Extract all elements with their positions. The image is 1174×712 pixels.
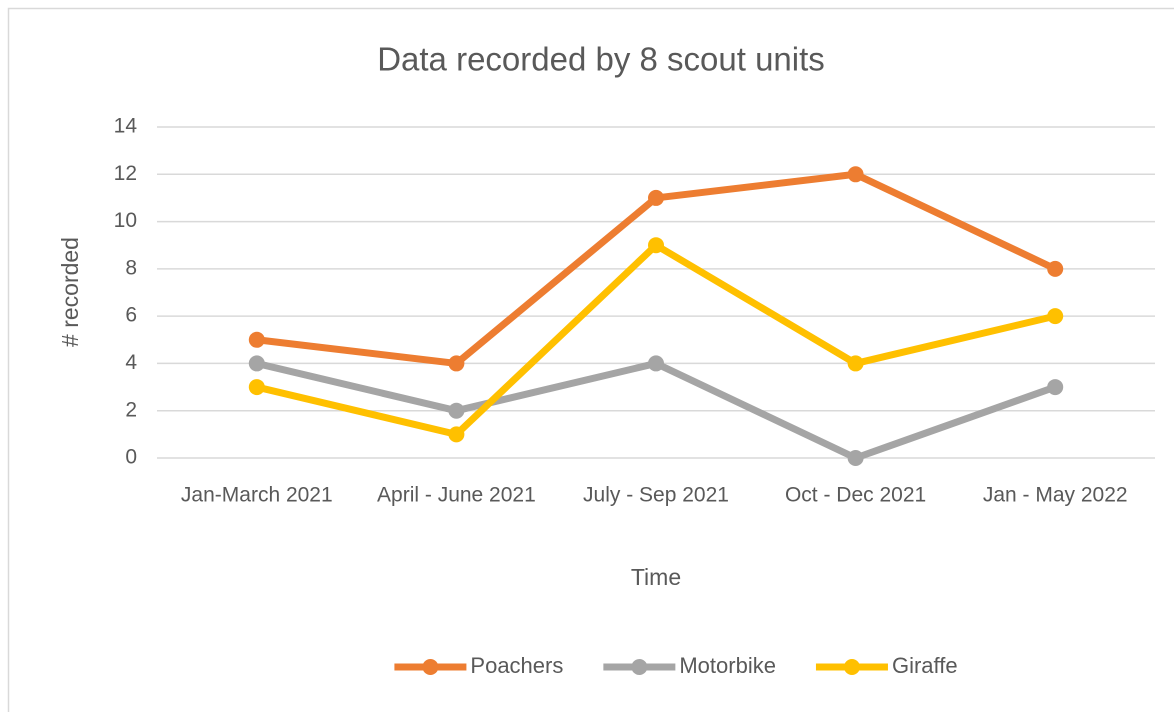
data-point <box>248 355 265 372</box>
data-point <box>648 189 664 206</box>
chart-title: Data recorded by 8 scout units <box>377 41 825 78</box>
data-point <box>448 426 465 443</box>
y-tick-label: 6 <box>125 304 137 327</box>
y-tick-label: 0 <box>125 446 137 469</box>
x-tick-label: July - Sep 2021 <box>583 484 729 507</box>
y-tick-label: 2 <box>125 398 137 421</box>
x-tick-label: Oct - Dec 2021 <box>785 484 926 507</box>
x-axis-label: Time <box>631 564 681 590</box>
data-point <box>1047 260 1064 277</box>
x-tick-label: April - June 2021 <box>377 484 536 507</box>
x-tick-label: Jan - May 2022 <box>983 484 1128 507</box>
legend-swatch-marker <box>422 659 439 675</box>
legend-label: Motorbike <box>679 653 776 678</box>
y-tick-label: 14 <box>114 115 138 138</box>
x-tick-label: Jan-March 2021 <box>181 484 333 507</box>
data-point <box>847 450 864 466</box>
legend-label: Giraffe <box>892 653 958 678</box>
legend-swatch-marker <box>843 659 860 675</box>
data-point <box>448 402 465 419</box>
data-point <box>448 355 465 372</box>
legend-label: Poachers <box>470 653 563 678</box>
legend-swatch-marker <box>631 659 648 675</box>
data-point <box>847 166 864 183</box>
data-point <box>648 355 664 372</box>
data-point <box>847 355 864 372</box>
data-point <box>248 331 265 348</box>
y-tick-label: 12 <box>114 162 137 185</box>
chart-frame <box>7 7 1174 712</box>
y-tick-label: 4 <box>125 351 137 374</box>
data-point <box>1047 379 1064 396</box>
data-point <box>648 237 664 254</box>
data-point <box>1047 308 1064 325</box>
y-axis-label: # recorded <box>57 237 83 347</box>
y-tick-label: 8 <box>125 256 137 279</box>
data-point <box>248 379 265 396</box>
y-tick-label: 10 <box>114 209 137 232</box>
